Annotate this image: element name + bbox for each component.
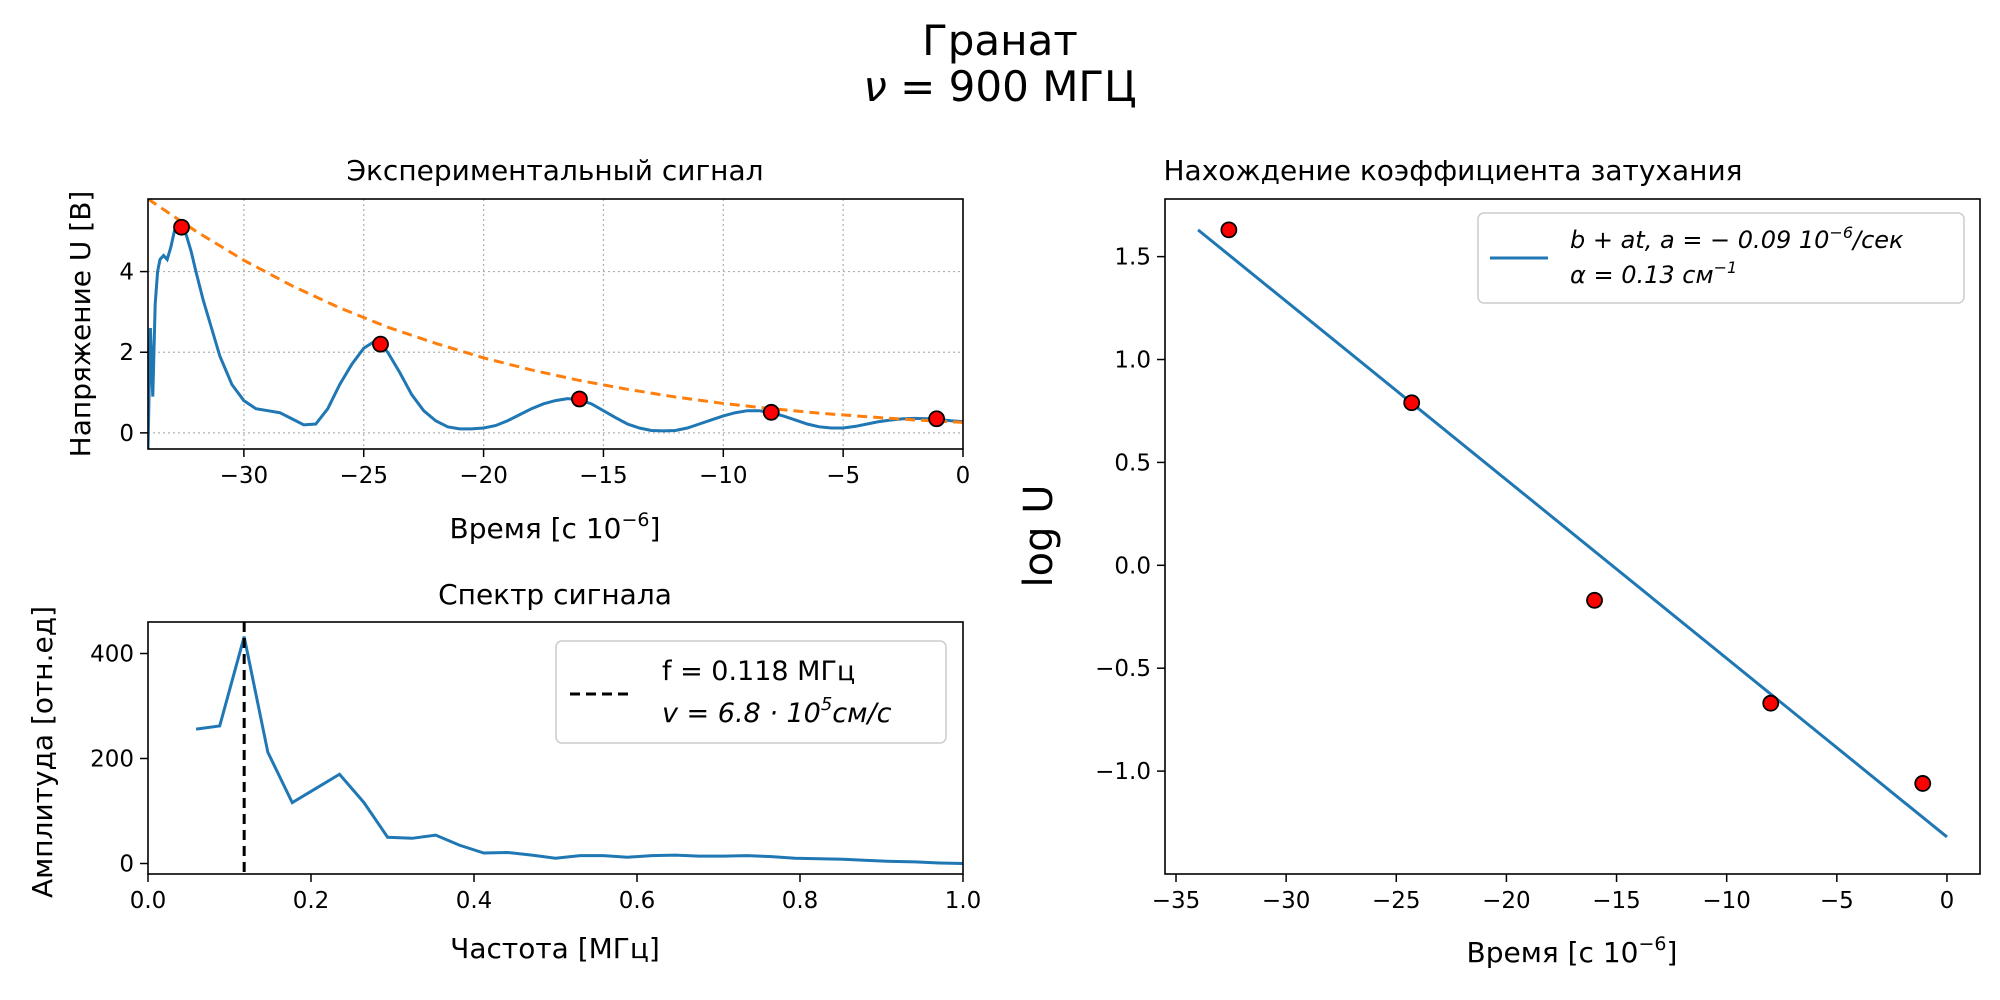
spectrum-panel: Спектр сигнала 0.0 0.2 0.4 0.6 0.8 1.0 0 200 400… xyxy=(26,578,981,965)
fit-panel: Нахождение коэффициента затухания −35 −30… xyxy=(1016,154,1981,969)
spectrum-series-line xyxy=(195,636,964,865)
figure-title: Гранат xyxy=(922,16,1078,65)
fit-legend: b + at, a = − 0.09 10−6/сек α = 0.13 см−… xyxy=(1477,212,1965,304)
fit-ytick-label: −0.5 xyxy=(1095,656,1151,682)
spectrum-legend-line2: v = 6.8 · 105см/с xyxy=(662,694,892,729)
fit-xtick-label: −20 xyxy=(1482,888,1531,914)
signal-peak-point xyxy=(173,218,190,236)
signal-xtick-label: −5 xyxy=(826,463,860,489)
fit-ytick-label: 1.5 xyxy=(1114,245,1151,271)
spectrum-plot-area xyxy=(195,622,964,874)
fit-ylabel: log U xyxy=(1016,485,1062,588)
fit-data-point xyxy=(1914,775,1932,792)
signal-xtick-label: −20 xyxy=(459,463,508,489)
signal-peak-point xyxy=(571,390,588,408)
spectrum-ytick-label: 400 xyxy=(90,642,134,668)
spectrum-xtick-label: 0.4 xyxy=(456,888,493,914)
spectrum-xtick-label: 0.8 xyxy=(782,888,819,914)
fit-ytick-label: −1.0 xyxy=(1095,759,1151,785)
signal-peak-point xyxy=(372,335,389,353)
signal-xtick-label: −10 xyxy=(699,463,748,489)
fit-data-point xyxy=(1586,591,1603,609)
spectrum-ytick-label: 0 xyxy=(119,852,134,878)
fit-legend-line1: b + at, a = − 0.09 10−6/сек xyxy=(1570,223,1904,254)
fit-axes: −35 −30 −25 −20 −15 −10 −5 0 −1.0 −0.5 0.0 0.5 1.0 1.… xyxy=(1095,245,1954,914)
fit-ytick-label: 0.5 xyxy=(1114,450,1151,476)
signal-series-line xyxy=(148,221,963,449)
fit-data-point xyxy=(1403,394,1421,412)
fit-legend-box xyxy=(1477,212,1965,304)
signal-peak-point xyxy=(928,410,946,428)
signal-ytick-label: 0 xyxy=(119,421,134,447)
signal-peak-point xyxy=(762,403,780,421)
fit-frame xyxy=(1164,198,1981,875)
fit-series-line xyxy=(1197,228,1948,839)
signal-clipped xyxy=(148,199,963,449)
signal-title: Экспериментальный сигнал xyxy=(346,154,763,187)
fit-xtick-label: −5 xyxy=(1820,888,1854,914)
spectrum-xtick-label: 1.0 xyxy=(945,888,982,914)
spectrum-legend: f = 0.118 МГц v = 6.8 · 105см/с xyxy=(555,640,947,744)
fit-xtick-label: −30 xyxy=(1262,888,1311,914)
spectrum-legend-line1: f = 0.118 МГц xyxy=(662,656,855,687)
signal-xlabel: Время [с 10−6] xyxy=(450,509,661,545)
spectrum-legend-box xyxy=(555,640,947,744)
signal-panel: Экспериментальный сигнал −30 −25 −20 −15 −10… xyxy=(64,154,970,545)
fit-xtick-label: −25 xyxy=(1372,888,1421,914)
spectrum-axes: 0.0 0.2 0.4 0.6 0.8 1.0 0 200 400 xyxy=(90,642,981,915)
signal-xtick-label: −15 xyxy=(579,463,628,489)
spectrum-xtick-label: 0.2 xyxy=(293,888,330,914)
spectrum-ytick-label: 200 xyxy=(90,747,134,773)
fit-data-point xyxy=(1762,694,1780,712)
fit-xtick-label: −35 xyxy=(1152,888,1201,914)
signal-plot-area xyxy=(148,199,963,449)
signal-axes: −30 −25 −20 −15 −10 −5 0 0 2 4 xyxy=(119,260,970,489)
fit-ytick-label: 0.0 xyxy=(1114,553,1151,579)
fit-xtick-label: −10 xyxy=(1702,888,1751,914)
spectrum-frame xyxy=(147,621,964,875)
fit-title: Нахождение коэффициента затухания xyxy=(1163,154,1742,187)
spectrum-title: Спектр сигнала xyxy=(438,578,672,611)
fit-legend-line2: α = 0.13 см−1 xyxy=(1570,258,1737,289)
signal-ylabel: Напряжение U [В] xyxy=(64,191,97,458)
fit-ytick-label: 1.0 xyxy=(1114,348,1151,374)
fit-data-point xyxy=(1220,221,1238,239)
fit-xtick-label: −15 xyxy=(1592,888,1641,914)
spectrum-xtick-label: 0.6 xyxy=(619,888,656,914)
spectrum-xtick-label: 0.0 xyxy=(130,888,167,914)
signal-ytick-label: 2 xyxy=(119,340,134,366)
signal-xtick-label: −30 xyxy=(220,463,269,489)
signal-ytick-label: 4 xyxy=(119,260,134,286)
spectrum-ylabel: Амплитуда [отн.ед] xyxy=(26,606,59,898)
fit-plot-area xyxy=(1197,221,1948,839)
fit-xlabel: Время [с 10−6] xyxy=(1467,933,1678,969)
fit-xtick-label: 0 xyxy=(1940,888,1955,914)
envelope-series-line xyxy=(148,199,963,424)
signal-xtick-label: 0 xyxy=(956,463,971,489)
nu-symbol: ν xyxy=(863,62,887,111)
figure-subtitle: ν = 900 МГЦ xyxy=(0,66,2000,108)
signal-xtick-label: −25 xyxy=(339,463,388,489)
subtitle-value: = 900 МГЦ xyxy=(900,62,1137,111)
signal-frame xyxy=(147,198,964,450)
spectrum-xlabel: Частота [МГц] xyxy=(450,932,660,965)
